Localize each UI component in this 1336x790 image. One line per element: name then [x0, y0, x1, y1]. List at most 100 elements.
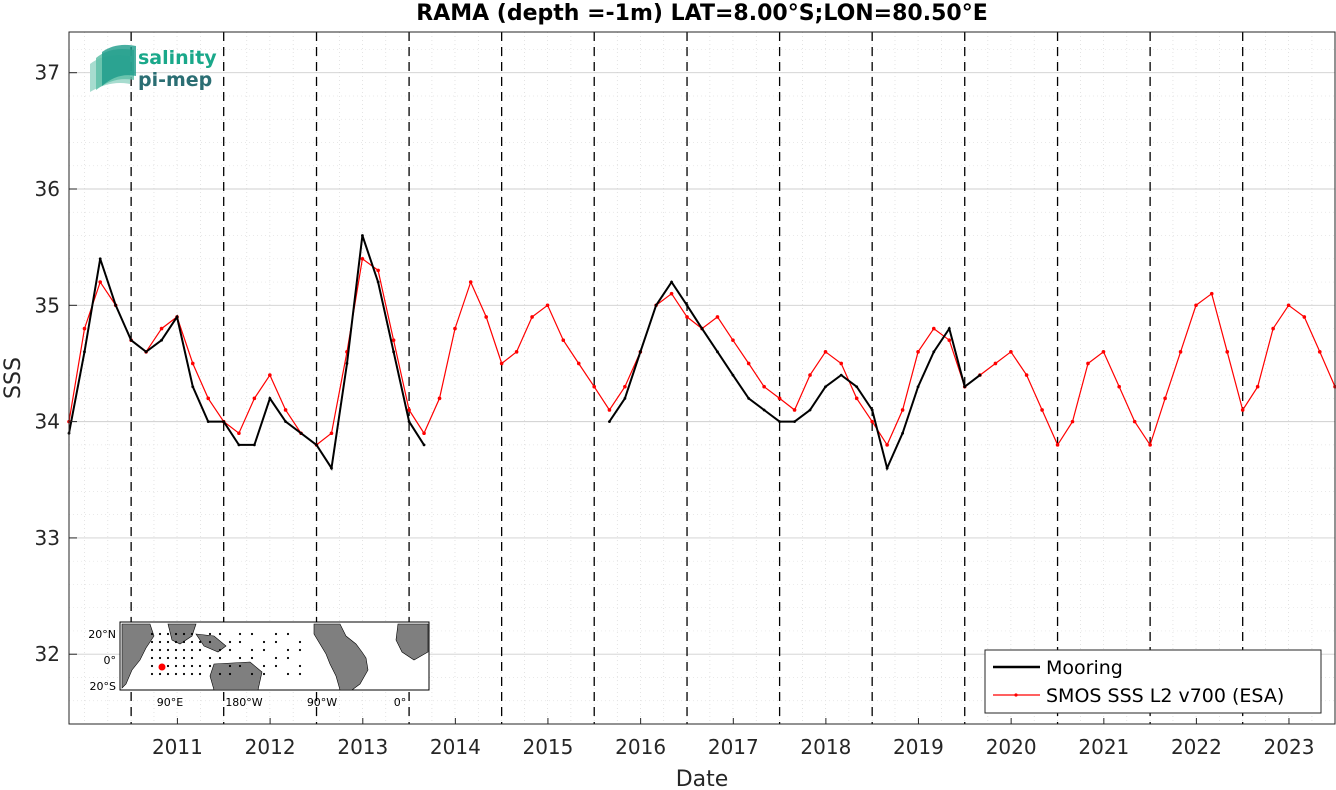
- mooring-location-dot: [174, 632, 178, 636]
- mooring-data-point: [422, 443, 426, 447]
- smos-data-point: [252, 396, 257, 401]
- mooring-data-point: [129, 338, 133, 342]
- smos-data-point: [607, 408, 612, 412]
- mooring-location-dot: [158, 632, 162, 636]
- mooring-location-dot: [298, 648, 302, 652]
- legend: Mooring SMOS SSS L2 v700 (ESA): [984, 649, 1322, 714]
- smos-data-point: [237, 431, 241, 436]
- mooring-location-dot: [190, 632, 194, 636]
- smos-data-point: [561, 338, 566, 343]
- smos-data-point: [376, 268, 380, 273]
- mooring-location-dot: [166, 640, 170, 644]
- mooring-location-dot: [218, 656, 222, 660]
- mooring-data-point: [685, 303, 689, 307]
- wave-logo-icon: [90, 44, 136, 92]
- mooring-location-dot: [182, 656, 186, 660]
- smos-data-point: [422, 431, 426, 436]
- smos-data-point: [407, 408, 411, 412]
- mooring-series-line: [68, 235, 425, 471]
- salinity-pi-mep-logo: salinity pi-mep: [90, 44, 217, 92]
- mooring-location-dot: [198, 648, 202, 652]
- mooring-data-point: [144, 350, 148, 354]
- mooring-location-dot: [150, 632, 154, 636]
- smos-data-point: [808, 373, 812, 377]
- map-lon-label-0: 0°: [394, 696, 407, 709]
- mooring-location-dot: [286, 648, 290, 652]
- selected-mooring-marker: [158, 663, 166, 671]
- smos-data-point: [530, 315, 534, 319]
- x-tick-label: 2012: [245, 735, 296, 759]
- mooring-location-dot: [228, 648, 232, 652]
- mooring-location-dot: [158, 648, 162, 652]
- mooring-location-dot: [298, 672, 302, 676]
- smos-data-point: [484, 315, 488, 319]
- mooring-data-point: [623, 396, 627, 400]
- mooring-data-point: [206, 420, 210, 424]
- smos-data-point: [437, 396, 442, 401]
- smos-data-point: [1286, 303, 1291, 308]
- smos-data-point: [1132, 419, 1137, 424]
- mooring-location-dot: [228, 640, 232, 644]
- smos-data-point: [1240, 408, 1245, 412]
- mooring-location-dot: [182, 632, 186, 636]
- smos-data-point: [993, 361, 998, 366]
- mooring-location-dot: [262, 672, 266, 676]
- mooring-data-point: [299, 431, 303, 435]
- mooring-location-dot: [174, 656, 178, 660]
- mooring-data-point: [731, 373, 735, 377]
- mooring-location-dot: [218, 672, 222, 676]
- smos-data-point: [854, 396, 859, 401]
- smos-data-point: [268, 373, 272, 377]
- x-tick-label: 2021: [1078, 735, 1129, 759]
- smos-data-point: [1178, 350, 1183, 354]
- map-lon-label-90w: 90°W: [307, 696, 337, 709]
- mooring-data-point: [361, 234, 364, 237]
- smos-data-point: [1024, 373, 1029, 377]
- x-axis-label: Date: [676, 767, 729, 790]
- smos-data-point: [1317, 350, 1322, 354]
- smos-data-point: [1040, 408, 1044, 412]
- inset-map: 20°N 0° 20°S 90°E 180°W 90°W 0°: [88, 621, 430, 709]
- smos-data-point: [1225, 350, 1230, 354]
- smos-data-point: [499, 361, 504, 366]
- smos-data-point: [1101, 350, 1106, 354]
- mooring-data-point: [345, 362, 349, 365]
- mooring-location-dot: [166, 648, 170, 652]
- mooring-location-dot: [250, 672, 254, 676]
- smos-data-point: [453, 326, 457, 331]
- mooring-location-dot: [262, 664, 266, 668]
- smos-data-point: [592, 384, 597, 389]
- smos-data-point: [576, 361, 581, 366]
- mooring-location-dot: [158, 640, 162, 644]
- mooring-data-point: [963, 385, 967, 389]
- x-tick-label: 2018: [800, 735, 851, 759]
- mooring-data-point: [654, 303, 658, 307]
- y-tick-label: 33: [35, 526, 60, 550]
- smos-data-point: [329, 431, 334, 436]
- mooring-location-dot: [158, 672, 162, 676]
- mooring-location-dot: [198, 672, 202, 676]
- logo-text-pi-mep: pi-mep: [138, 69, 212, 91]
- mooring-data-point: [978, 373, 982, 377]
- mooring-location-dot: [182, 672, 186, 676]
- mooring-location-dot: [262, 648, 266, 652]
- smos-data-point: [731, 338, 735, 343]
- mooring-location-dot: [238, 632, 242, 636]
- smos-data-point: [777, 396, 782, 401]
- mooring-location-dot: [274, 656, 278, 660]
- mooring-location-dot: [250, 648, 254, 652]
- mooring-data-point: [916, 385, 920, 389]
- mooring-data-point: [98, 257, 102, 261]
- smos-data-point: [360, 256, 365, 261]
- mooring-data-point: [762, 408, 766, 412]
- mooring-data-point: [885, 466, 889, 470]
- mooring-data-point: [191, 385, 195, 389]
- legend-box: [984, 649, 1322, 714]
- mooring-data-point: [284, 420, 287, 424]
- x-tick-label: 2017: [708, 735, 759, 759]
- smos-data-point: [468, 280, 473, 284]
- y-tick-labels: 32 33 34 35 36 37: [35, 61, 77, 666]
- y-tick-label: 35: [35, 293, 60, 317]
- mooring-location-dot: [286, 656, 290, 660]
- mooring-location-dot: [174, 640, 178, 644]
